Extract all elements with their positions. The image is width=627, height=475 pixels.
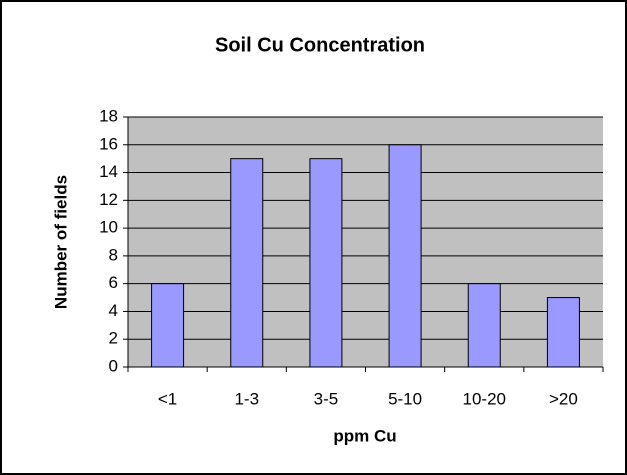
bar xyxy=(151,283,185,368)
y-tick-label: 12 xyxy=(99,190,118,209)
y-tick-label: 14 xyxy=(99,162,118,181)
x-tick-label: <1 xyxy=(158,389,177,408)
bar xyxy=(546,297,580,368)
y-tick-label: 18 xyxy=(99,106,118,125)
y-tick-label: 6 xyxy=(109,273,118,292)
bar xyxy=(309,158,343,368)
y-tick-label: 2 xyxy=(109,329,118,348)
bar xyxy=(467,283,501,368)
x-tick-label: 10-20 xyxy=(463,389,506,408)
y-tick-label: 10 xyxy=(99,218,118,237)
y-tick-label: 4 xyxy=(109,301,118,320)
y-axis-label: Number of fields xyxy=(51,175,70,309)
bar xyxy=(388,144,422,368)
x-tick-label: 5-10 xyxy=(388,389,422,408)
y-tick-label: 16 xyxy=(99,134,118,153)
plot-area xyxy=(128,117,603,367)
x-axis-label: ppm Cu xyxy=(333,426,396,445)
bar xyxy=(230,158,264,368)
y-tick-label: 0 xyxy=(109,356,118,375)
y-tick-label: 8 xyxy=(109,245,118,264)
x-tick-label: 1-3 xyxy=(234,389,259,408)
x-tick-label: >20 xyxy=(549,389,578,408)
x-tick-label: 3-5 xyxy=(314,389,339,408)
chart-title: Soil Cu Concentration xyxy=(215,34,425,56)
